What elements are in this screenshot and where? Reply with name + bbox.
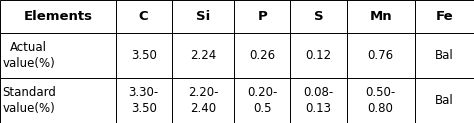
Text: 0.76: 0.76 [368, 49, 394, 62]
Bar [346, 33, 415, 78]
Text: Elements: Elements [23, 10, 92, 23]
Bar [290, 78, 346, 123]
Text: Actual
value(%): Actual value(%) [2, 41, 55, 70]
Bar [0, 33, 116, 78]
Bar [234, 0, 290, 33]
Bar [116, 33, 172, 78]
Text: C: C [139, 10, 148, 23]
Bar [172, 0, 234, 33]
Text: 2.24: 2.24 [190, 49, 216, 62]
Text: 3.30-
3.50: 3.30- 3.50 [128, 86, 159, 115]
Text: Si: Si [196, 10, 210, 23]
Bar [346, 0, 415, 33]
Text: 0.08-
0.13: 0.08- 0.13 [303, 86, 334, 115]
Bar [172, 33, 234, 78]
Bar [116, 0, 172, 33]
Text: 0.26: 0.26 [249, 49, 275, 62]
Bar [290, 0, 346, 33]
Text: 3.50: 3.50 [131, 49, 156, 62]
Bar [415, 33, 474, 78]
Bar [290, 33, 346, 78]
Text: 0.20-
0.5: 0.20- 0.5 [247, 86, 277, 115]
Text: P: P [257, 10, 267, 23]
Text: Bal: Bal [435, 94, 454, 107]
Text: Fe: Fe [436, 10, 453, 23]
Text: 0.12: 0.12 [305, 49, 331, 62]
Bar [0, 78, 116, 123]
Text: Mn: Mn [369, 10, 392, 23]
Bar [0, 0, 116, 33]
Text: Standard
value(%): Standard value(%) [2, 86, 56, 115]
Text: Bal: Bal [435, 49, 454, 62]
Bar [116, 78, 172, 123]
Text: S: S [314, 10, 323, 23]
Bar [172, 78, 234, 123]
Bar [346, 78, 415, 123]
Bar [415, 78, 474, 123]
Text: 0.50-
0.80: 0.50- 0.80 [365, 86, 396, 115]
Bar [415, 0, 474, 33]
Text: 2.20-
2.40: 2.20- 2.40 [188, 86, 218, 115]
Bar [234, 33, 290, 78]
Bar [234, 78, 290, 123]
